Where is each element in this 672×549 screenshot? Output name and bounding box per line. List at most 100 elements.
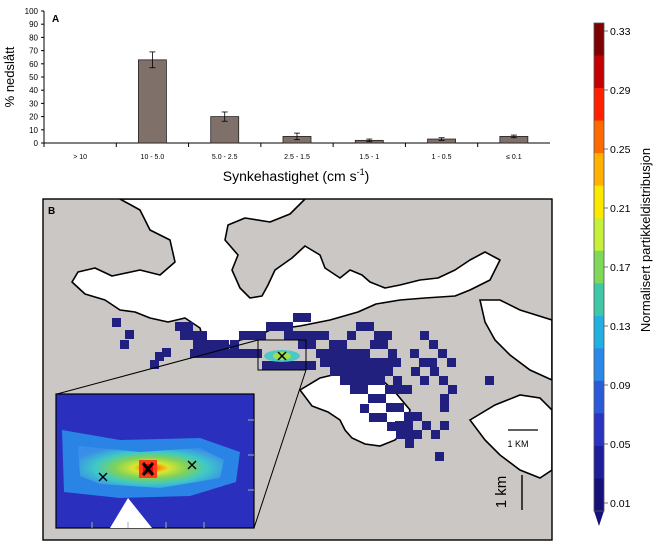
plume-cell xyxy=(395,421,404,430)
plume-cell xyxy=(413,412,422,421)
colorbar-tick-label: 0.25 xyxy=(610,144,631,156)
colorbar-tick-label: 0.13 xyxy=(610,321,631,333)
plume-cell xyxy=(387,422,396,431)
plume-cell xyxy=(396,430,405,439)
plume-cell xyxy=(404,412,413,421)
plume-cell xyxy=(338,358,347,367)
colorbar-segment xyxy=(594,218,604,252)
plume-cell xyxy=(348,367,357,376)
x-axis-title: Synkehastighet (cm s-1) xyxy=(223,167,370,184)
y-axis-title: % nedslått xyxy=(2,46,17,107)
plume-cell xyxy=(447,358,456,367)
plume-cell xyxy=(448,385,457,394)
left-marker-icon xyxy=(98,472,108,482)
plume-cell xyxy=(284,322,293,331)
release-point-icon xyxy=(141,462,155,476)
plume-cell xyxy=(430,367,439,376)
colorbar-tick-label: 0.05 xyxy=(610,439,631,451)
scale-label: 1 km xyxy=(493,476,510,509)
plume-cell xyxy=(368,394,377,403)
plume-cell xyxy=(419,358,428,367)
y-tick-label: 60 xyxy=(29,60,38,69)
map-frame xyxy=(42,198,553,541)
plume-cell xyxy=(383,331,392,340)
zoom-box-heat xyxy=(264,350,300,362)
plume-cell xyxy=(334,349,343,358)
plume-cell xyxy=(307,361,316,370)
colorbar-tick-label: 0.17 xyxy=(610,262,631,274)
plume-cell xyxy=(320,331,329,340)
colorbar-segment xyxy=(594,315,604,349)
plume-cell xyxy=(393,376,402,385)
plume-cell xyxy=(347,331,356,340)
plume-cell xyxy=(420,376,429,385)
plume-cell xyxy=(302,313,311,322)
plume-cell xyxy=(329,340,338,349)
plume-cell xyxy=(395,403,404,412)
colorbar-tick-label: 0.29 xyxy=(610,85,631,97)
plume-cell xyxy=(435,452,444,461)
plume-cell xyxy=(298,361,307,370)
plume-cell xyxy=(438,349,447,358)
colorbar-extend-arrow xyxy=(594,511,604,526)
inset-scale-label: 1 KM xyxy=(507,439,528,449)
plume-cell xyxy=(316,349,325,358)
plume-cell xyxy=(356,322,365,331)
plume-cell xyxy=(410,349,419,358)
plume-cell xyxy=(413,430,422,439)
y-tick-label: 90 xyxy=(29,20,38,29)
plume-cell xyxy=(275,322,284,331)
plume-cell xyxy=(440,394,449,403)
plume-cell xyxy=(404,430,413,439)
colorbar-tick-label: 0.01 xyxy=(610,498,631,510)
plume-cell xyxy=(356,358,365,367)
colorbar-segment xyxy=(594,55,604,89)
connector-line-right xyxy=(253,369,307,529)
plume-cell xyxy=(405,439,414,448)
plume-cell xyxy=(350,385,359,394)
colorbar-segment xyxy=(594,23,604,57)
colorbar-segment xyxy=(594,413,604,447)
x-tick-label: 10 - 5.0 xyxy=(141,154,165,161)
plume-cell xyxy=(330,367,339,376)
plume-cell xyxy=(429,340,438,349)
plume-cell xyxy=(403,385,412,394)
y-tick-label: 30 xyxy=(29,99,38,108)
right-marker-icon xyxy=(187,460,197,470)
plume-cell xyxy=(374,358,383,367)
colorbar-segment xyxy=(594,283,604,317)
y-tick-label: 80 xyxy=(29,33,38,42)
plume-cell xyxy=(302,331,311,340)
x-tick-label: 1 - 0.5 xyxy=(432,154,452,161)
colorbar-segment xyxy=(594,120,604,154)
inset-land-white xyxy=(110,498,152,528)
plume-cell xyxy=(338,340,347,349)
plume-cell xyxy=(199,349,208,358)
panel-b-label: B xyxy=(48,206,55,217)
plume-cell xyxy=(352,349,361,358)
colorbar: 0.33 0.29 0.25 0.21 0.17 0.13 0.09 0.05 0.01 Nor… xyxy=(593,22,653,526)
plume-cell xyxy=(226,349,235,358)
plume-cell xyxy=(112,318,121,327)
plume-cell xyxy=(189,331,198,340)
colorbar-segment xyxy=(594,250,604,284)
plume-cell xyxy=(155,352,164,361)
plume-cell xyxy=(404,421,413,430)
bar xyxy=(210,116,240,144)
plume-cell xyxy=(266,322,275,331)
colorbar-segment xyxy=(594,153,604,187)
plume-cell xyxy=(440,403,449,412)
plume-cell xyxy=(244,349,253,358)
plume-cell xyxy=(340,376,349,385)
plume-cell xyxy=(369,413,378,422)
plume-cell xyxy=(193,340,202,349)
x-tick-label: 5.0 - 2.5 xyxy=(212,154,238,161)
inset-zoom xyxy=(55,393,255,529)
plume-cell xyxy=(162,348,171,357)
plume-cell xyxy=(284,331,293,340)
plume-cell xyxy=(422,421,431,430)
plume-cell xyxy=(347,358,356,367)
plume-cell xyxy=(325,349,334,358)
plume-cell xyxy=(184,322,193,331)
